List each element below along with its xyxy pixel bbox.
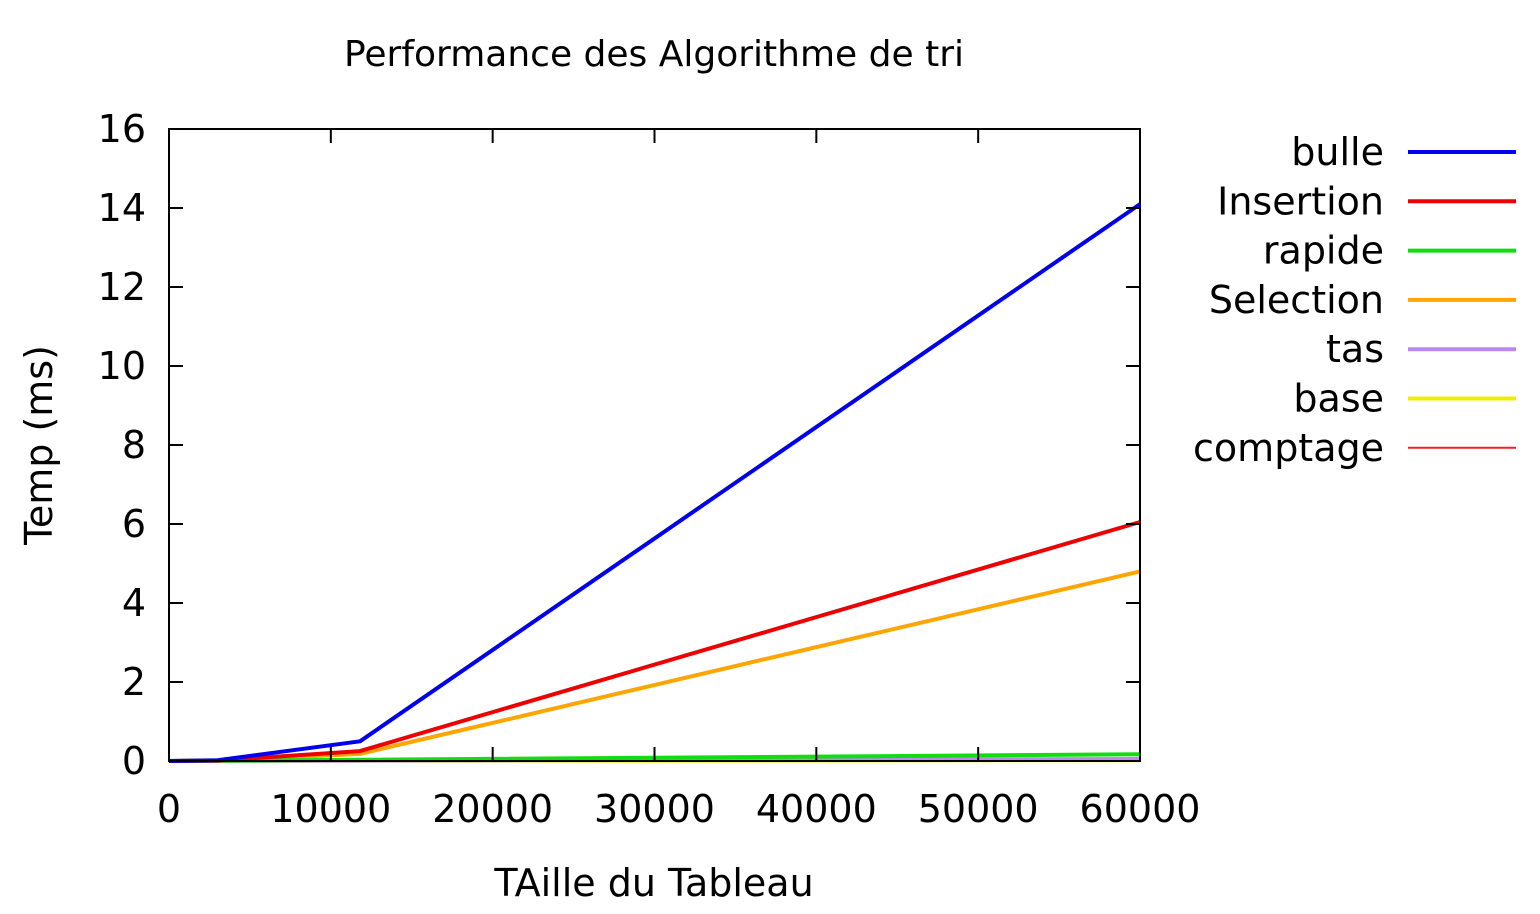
x-tick-label-5: 50000: [918, 787, 1039, 831]
x-tick-label-6: 60000: [1080, 787, 1201, 831]
legend-label-5: base: [1293, 377, 1384, 421]
legend-label-1: Insertion: [1217, 179, 1384, 223]
chart-title: Performance des Algorithme de tri: [344, 34, 964, 75]
legend-label-0: bulle: [1291, 130, 1384, 174]
series-line-0: [168, 202, 1142, 763]
y-axis-label: Temp (ms): [17, 345, 61, 546]
y-tick-label-3: 6: [122, 502, 146, 546]
y-tick-label-7: 14: [98, 186, 146, 230]
series-layer: [168, 202, 1142, 763]
y-tick-label-1: 2: [122, 660, 146, 704]
x-axis-label: TAille du Tableau: [493, 861, 813, 905]
x-tick-label-4: 40000: [756, 787, 877, 831]
ticks-layer: 0 10000 20000 30000 40000 50000 60000 0 2 4 6 8 10 12…: [98, 107, 1201, 831]
x-tick-label-1: 10000: [270, 787, 391, 831]
x-tick-label-2: 20000: [432, 787, 553, 831]
y-tick-label-6: 12: [98, 265, 146, 309]
legend-label-6: comptage: [1193, 426, 1384, 470]
y-tick-label-4: 8: [122, 423, 146, 467]
legend-label-2: rapide: [1263, 229, 1384, 273]
y-tick-label-0: 0: [122, 739, 146, 783]
y-tick-label-5: 10: [98, 344, 146, 388]
y-tick-label-2: 4: [122, 581, 146, 625]
series-line-1: [168, 520, 1141, 763]
x-tick-label-0: 0: [157, 787, 181, 831]
y-tick-label-8: 16: [98, 107, 146, 151]
x-tick-label-3: 30000: [594, 787, 715, 831]
legend-label-3: Selection: [1209, 278, 1384, 322]
legend-label-4: tas: [1326, 327, 1384, 371]
legend: bulle Insertion rapide Selection tas base comp…: [1193, 130, 1516, 470]
